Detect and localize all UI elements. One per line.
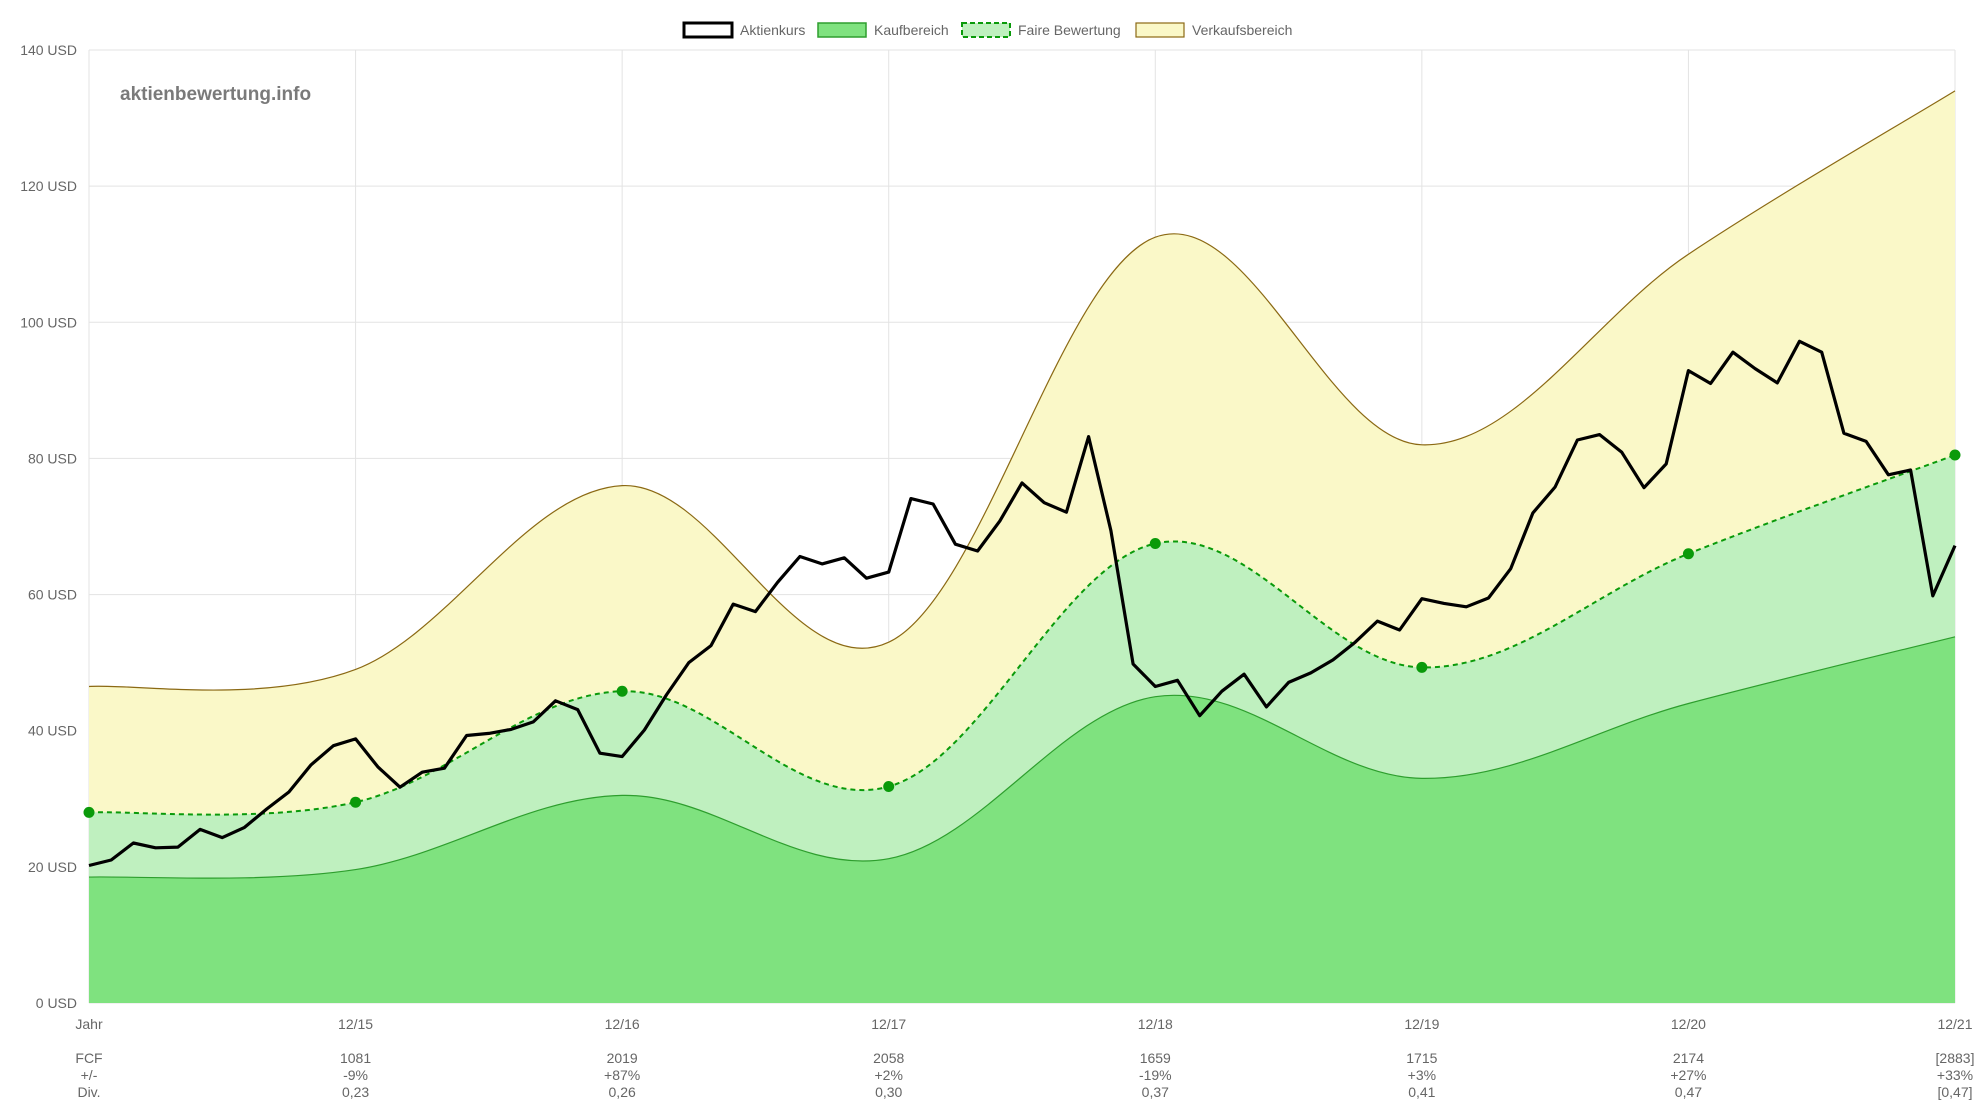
table-row-label: FCF (75, 1050, 102, 1066)
table-cell: 2174 (1673, 1050, 1704, 1066)
table-cell: 1659 (1140, 1050, 1171, 1066)
legend-label-buy[interactable]: Kaufbereich (874, 22, 949, 38)
table-cell: 0,30 (875, 1084, 902, 1100)
y-tick-label: 0 USD (36, 995, 77, 1011)
x-tick-label: 12/15 (338, 1016, 373, 1032)
table-cell: -19% (1139, 1067, 1172, 1083)
x-tick-label: 12/20 (1671, 1016, 1706, 1032)
table-cell: 2058 (873, 1050, 904, 1066)
table-cell: +2% (875, 1067, 903, 1083)
legend[interactable]: Aktienkurs Kaufbereich Faire Bewertung Verk… (682, 21, 1292, 39)
x-tick-label: Jahr (75, 1016, 103, 1032)
legend-label-sell[interactable]: Verkaufsbereich (1192, 22, 1292, 38)
x-tick-label: 12/17 (871, 1016, 906, 1032)
fair-value-point (616, 685, 628, 697)
watermark-logo: aktienbewertung.info (120, 84, 311, 105)
series-lines (88, 90, 1957, 879)
x-tick-label: 12/21 (1937, 1016, 1972, 1032)
table-row-label: +/- (81, 1067, 98, 1083)
table-cell: 0,47 (1675, 1084, 1702, 1100)
table-cell: [0,47] (1937, 1084, 1972, 1100)
sell-zone-line (88, 90, 1956, 691)
table-cell: 0,23 (342, 1084, 369, 1100)
table-cell: 1081 (340, 1050, 371, 1066)
table-cell: +27% (1670, 1067, 1706, 1083)
table-cell: 0,26 (609, 1084, 636, 1100)
table-cell: -9% (343, 1067, 368, 1083)
x-tick-label: 12/19 (1404, 1016, 1439, 1032)
y-tick-label: 80 USD (28, 450, 77, 466)
area-fills (89, 90, 1955, 1004)
buy-zone-area (89, 636, 1955, 1003)
table-row-label: Div. (77, 1084, 100, 1100)
y-tick-label: 20 USD (28, 859, 77, 875)
fair-value-point (1949, 449, 1961, 461)
y-tick-label: 120 USD (20, 178, 77, 194)
fair-value-point (1416, 661, 1428, 673)
table-cell: +33% (1937, 1067, 1973, 1083)
fair-value-point (350, 796, 362, 808)
y-tick-label: 140 USD (20, 42, 77, 58)
table-cell: [2883] (1936, 1050, 1975, 1066)
fair-value-point (883, 781, 895, 793)
table-cell: +87% (604, 1067, 640, 1083)
x-tick-label: 12/18 (1138, 1016, 1173, 1032)
legend-swatch-fair[interactable] (961, 22, 1011, 38)
table-cell: +3% (1408, 1067, 1436, 1083)
fcf-table: FCF 1081 2019 2058 1659 1715 2174 [2883] +/- -9% +… (75, 1050, 1974, 1100)
legend-label-fair[interactable]: Faire Bewertung (1018, 22, 1121, 38)
buy-zone-line (88, 636, 1956, 879)
axis-labels: 0 USD 20 USD 40 USD 60 USD 80 USD 100 USD 120 … (20, 42, 1973, 1032)
y-tick-label: 60 USD (28, 587, 77, 603)
table-cell: 1715 (1406, 1050, 1437, 1066)
x-tick-label: 12/16 (605, 1016, 640, 1032)
table-cell: 2019 (607, 1050, 638, 1066)
table-cell: 0,37 (1142, 1084, 1169, 1100)
legend-swatch-buy[interactable] (817, 22, 867, 38)
y-tick-label: 40 USD (28, 723, 77, 739)
legend-swatch-sell[interactable] (1135, 22, 1185, 38)
fair-value-point (83, 806, 95, 818)
fair-value-point (1149, 538, 1161, 550)
legend-swatch-price[interactable] (682, 21, 734, 39)
fair-value-points (83, 449, 1961, 818)
y-tick-label: 100 USD (20, 314, 77, 330)
fair-value-point (1682, 548, 1694, 560)
legend-label-price[interactable]: Aktienkurs (740, 22, 805, 38)
stock-price-line (88, 339, 1957, 868)
table-cell: 0,41 (1408, 1084, 1435, 1100)
